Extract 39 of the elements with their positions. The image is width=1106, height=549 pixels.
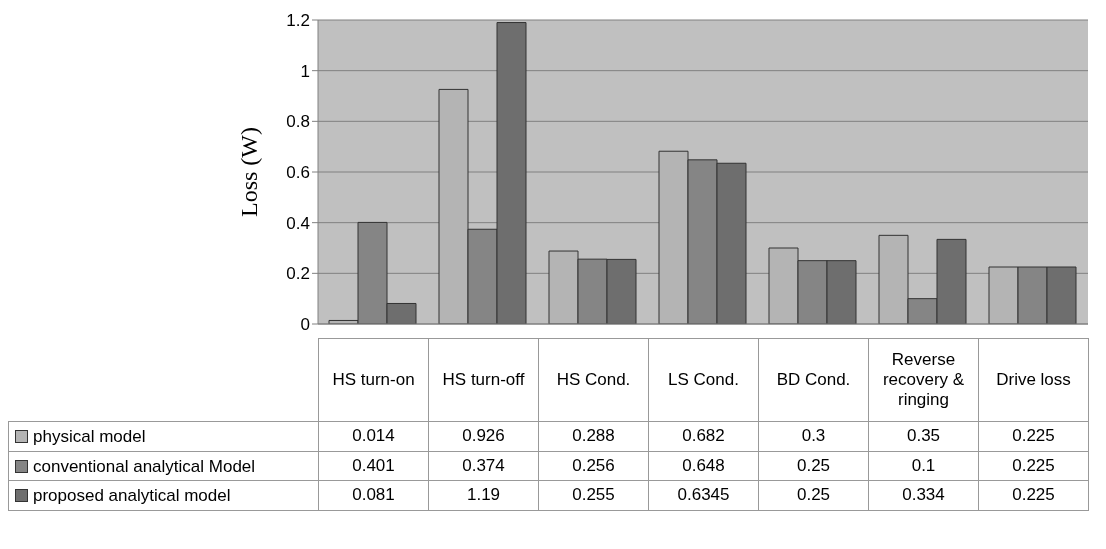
data-label: 0.334	[868, 480, 979, 511]
data-label: 0.225	[978, 451, 1089, 481]
data-label: 0.682	[648, 421, 759, 452]
y-tick-label: 1.2	[286, 11, 310, 31]
y-tick-label: 0	[300, 315, 310, 335]
data-label: 0.288	[538, 421, 649, 452]
data-label: 0.081	[318, 480, 429, 511]
legend-label: conventional analytical Model	[33, 456, 256, 476]
x-tick-label: Reverse recovery & ringing	[868, 338, 979, 422]
data-label: 0.225	[978, 480, 1089, 511]
data-label: 0.374	[428, 451, 539, 481]
y-tick-label: 0.6	[286, 163, 310, 183]
data-label: 0.25	[758, 451, 869, 481]
x-tick-label: BD Cond.	[758, 338, 869, 422]
x-tick-label: HS turn-on	[318, 338, 429, 422]
data-label: 1.19	[428, 480, 539, 511]
x-tick-label: HS Cond.	[538, 338, 649, 422]
data-label: 0.926	[428, 421, 539, 452]
legend-label: physical model	[33, 426, 146, 446]
data-label: 0.401	[318, 451, 429, 481]
x-tick-label: LS Cond.	[648, 338, 759, 422]
data-label: 0.648	[648, 451, 759, 481]
data-label: 0.35	[868, 421, 979, 452]
data-label: 0.6345	[648, 480, 759, 511]
data-label: 0.256	[538, 451, 649, 481]
y-axis-title: Loss (W)	[235, 127, 262, 217]
y-tick-label: 0.4	[286, 213, 310, 233]
data-label: 0.3	[758, 421, 869, 452]
data-label: 0.225	[978, 421, 1089, 452]
y-tick-label: 0.2	[286, 264, 310, 284]
x-tick-label: Drive loss	[978, 338, 1089, 422]
y-tick-label: 1	[300, 61, 310, 81]
data-label: 0.1	[868, 451, 979, 481]
y-tick-label: 0.8	[286, 112, 310, 132]
x-tick-label: HS turn-off	[428, 338, 539, 422]
legend-label: proposed analytical model	[33, 485, 231, 505]
data-label: 0.014	[318, 421, 429, 452]
data-label: 0.25	[758, 480, 869, 511]
data-label: 0.255	[538, 480, 649, 511]
